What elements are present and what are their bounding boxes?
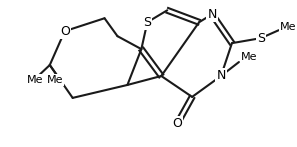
Text: S: S — [143, 16, 151, 29]
Text: Me: Me — [27, 75, 43, 85]
Text: S: S — [257, 32, 265, 45]
Text: N: N — [216, 70, 226, 82]
Text: Me: Me — [241, 52, 257, 62]
Text: O: O — [60, 25, 69, 38]
Text: N: N — [207, 8, 217, 21]
Text: Me: Me — [279, 22, 296, 32]
Text: O: O — [172, 117, 182, 130]
Text: Me: Me — [47, 75, 63, 85]
